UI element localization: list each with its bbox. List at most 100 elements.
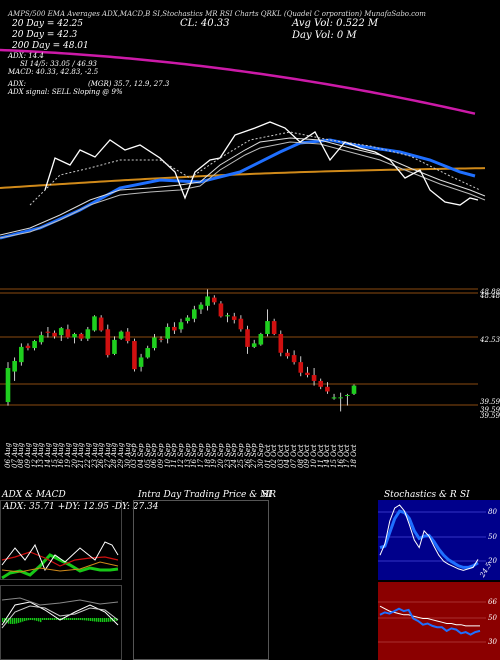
- macd-histogram-bar: [12, 618, 14, 624]
- adx-detail-right: (MGR) 35.7, 12.9, 27.3: [88, 80, 170, 88]
- macd-histogram-bar: [48, 618, 50, 620]
- candle-body: [72, 333, 77, 338]
- level-label-3: 42.53: [480, 336, 500, 344]
- macd-histogram-bar: [8, 618, 10, 624]
- candle-body: [331, 397, 337, 399]
- candle-body: [245, 329, 250, 347]
- candlestick-chart: [0, 288, 478, 412]
- plus-di-line: [1, 541, 119, 572]
- stoch-level-80: 80: [488, 508, 497, 516]
- macd-histogram-bar: [66, 618, 68, 620]
- macd-histogram-bar: [64, 618, 66, 620]
- level-label-2: 48.48: [480, 292, 500, 300]
- stoch-title: Stochastics & R: [384, 490, 457, 500]
- avg-volume-label: Avg Vol: 0.522 M: [292, 18, 379, 29]
- adx-values: ADX: 35.71 +DY: 12.95 -DY: 27.34: [3, 502, 159, 512]
- macd-histogram-bar: [46, 618, 48, 620]
- candle-body: [291, 355, 297, 363]
- candle-body: [32, 341, 37, 349]
- macd-histogram-bar: [28, 618, 30, 621]
- candle-body: [271, 321, 277, 334]
- candle-body: [298, 362, 304, 373]
- macd-histogram-bar: [38, 618, 40, 622]
- rsi-signal-line: [379, 605, 480, 627]
- candle-body: [178, 322, 184, 330]
- macd-histogram-bar: [6, 618, 8, 624]
- macd-histogram-bar: [54, 618, 56, 620]
- candle-body: [345, 395, 350, 397]
- macd-histogram-bar: [92, 618, 94, 622]
- stoch-k-line: [379, 504, 479, 571]
- candle-body: [12, 360, 17, 372]
- ema-200-line: [0, 48, 476, 115]
- stoch-level-20: 20: [488, 557, 497, 565]
- minus-di-line: [1, 551, 119, 567]
- candle-body: [325, 386, 330, 392]
- macd-label: MACD: 40.33, 42.83, -2.5: [8, 68, 99, 76]
- stoch-level-50: 50: [488, 533, 497, 541]
- rsi-line: [379, 607, 481, 636]
- ema20-label-2: 20 Day = 42.3: [12, 30, 78, 40]
- macd-histogram-bar: [20, 618, 22, 623]
- macd-histogram-bar: [84, 618, 86, 621]
- macd-histogram-bar: [96, 618, 98, 622]
- macd-histogram-bar: [42, 618, 44, 620]
- macd-histogram-bar: [106, 618, 108, 622]
- candle-body: [238, 318, 244, 330]
- ema-10-line: [0, 141, 486, 239]
- adx-label: ADX: 14.4: [8, 52, 44, 60]
- candle-body: [278, 333, 284, 353]
- macd-histogram-bar: [56, 618, 58, 620]
- level-label-5: 39.59: [480, 406, 500, 414]
- candle-body: [258, 333, 264, 345]
- stoch-si-label: SI: [460, 490, 470, 500]
- candle-body: [38, 335, 44, 343]
- candle-body: [311, 375, 317, 381]
- candle-body: [52, 332, 57, 337]
- rsi-level-30: 30: [488, 638, 497, 646]
- candle-body: [85, 329, 91, 339]
- candle-body: [285, 352, 290, 357]
- candle-body: [225, 315, 230, 317]
- candle-body: [305, 372, 310, 376]
- macd-histogram-bar: [98, 618, 100, 622]
- stoch-d-line: [379, 509, 479, 569]
- candle-body: [251, 343, 257, 347]
- candle-body: [192, 309, 197, 319]
- candle-body: [65, 329, 71, 338]
- macd-histogram-bar: [110, 618, 112, 622]
- close-label: CL: 40.33: [180, 18, 230, 29]
- day-volume-label: Day Vol: 0 M: [292, 30, 357, 41]
- adx-signal-line: [1, 561, 119, 573]
- candle-body: [19, 346, 24, 363]
- macd-histogram-bar: [86, 618, 88, 621]
- candle-body: [172, 326, 177, 331]
- rsi-level-50: 50: [488, 614, 497, 622]
- ema-chart: [0, 48, 486, 240]
- macd-histogram-bar: [108, 618, 110, 622]
- candle-body: [98, 317, 104, 331]
- macd-histogram-bar: [60, 618, 62, 620]
- macd-histogram-bar: [40, 618, 42, 623]
- macd-histogram-bar: [32, 618, 34, 621]
- candle-body: [265, 321, 270, 334]
- candle-body: [145, 348, 151, 358]
- candle-body: [351, 385, 357, 394]
- candle-body: [205, 296, 210, 306]
- macd-histogram-bar: [90, 618, 92, 622]
- macd-histogram-bar: [74, 618, 76, 620]
- macd-histogram-bar: [34, 618, 36, 621]
- macd-histogram-bar: [78, 618, 80, 621]
- intraday-title: Intra Day Trading Price & MR: [138, 490, 277, 500]
- macd-histogram-bar: [2, 618, 4, 622]
- adx-detail-left: ADX:: [8, 80, 27, 88]
- macd-histogram-bar: [94, 618, 96, 622]
- candle-body: [132, 341, 137, 370]
- macd-histogram-bar: [16, 618, 18, 624]
- si-label: SI 14/5: 33.05 / 46.93: [20, 60, 97, 68]
- macd-histogram-bar: [80, 618, 82, 621]
- macd-histogram-bar: [50, 618, 52, 620]
- macd-histogram-bar: [102, 618, 104, 622]
- candle-body: [25, 345, 31, 349]
